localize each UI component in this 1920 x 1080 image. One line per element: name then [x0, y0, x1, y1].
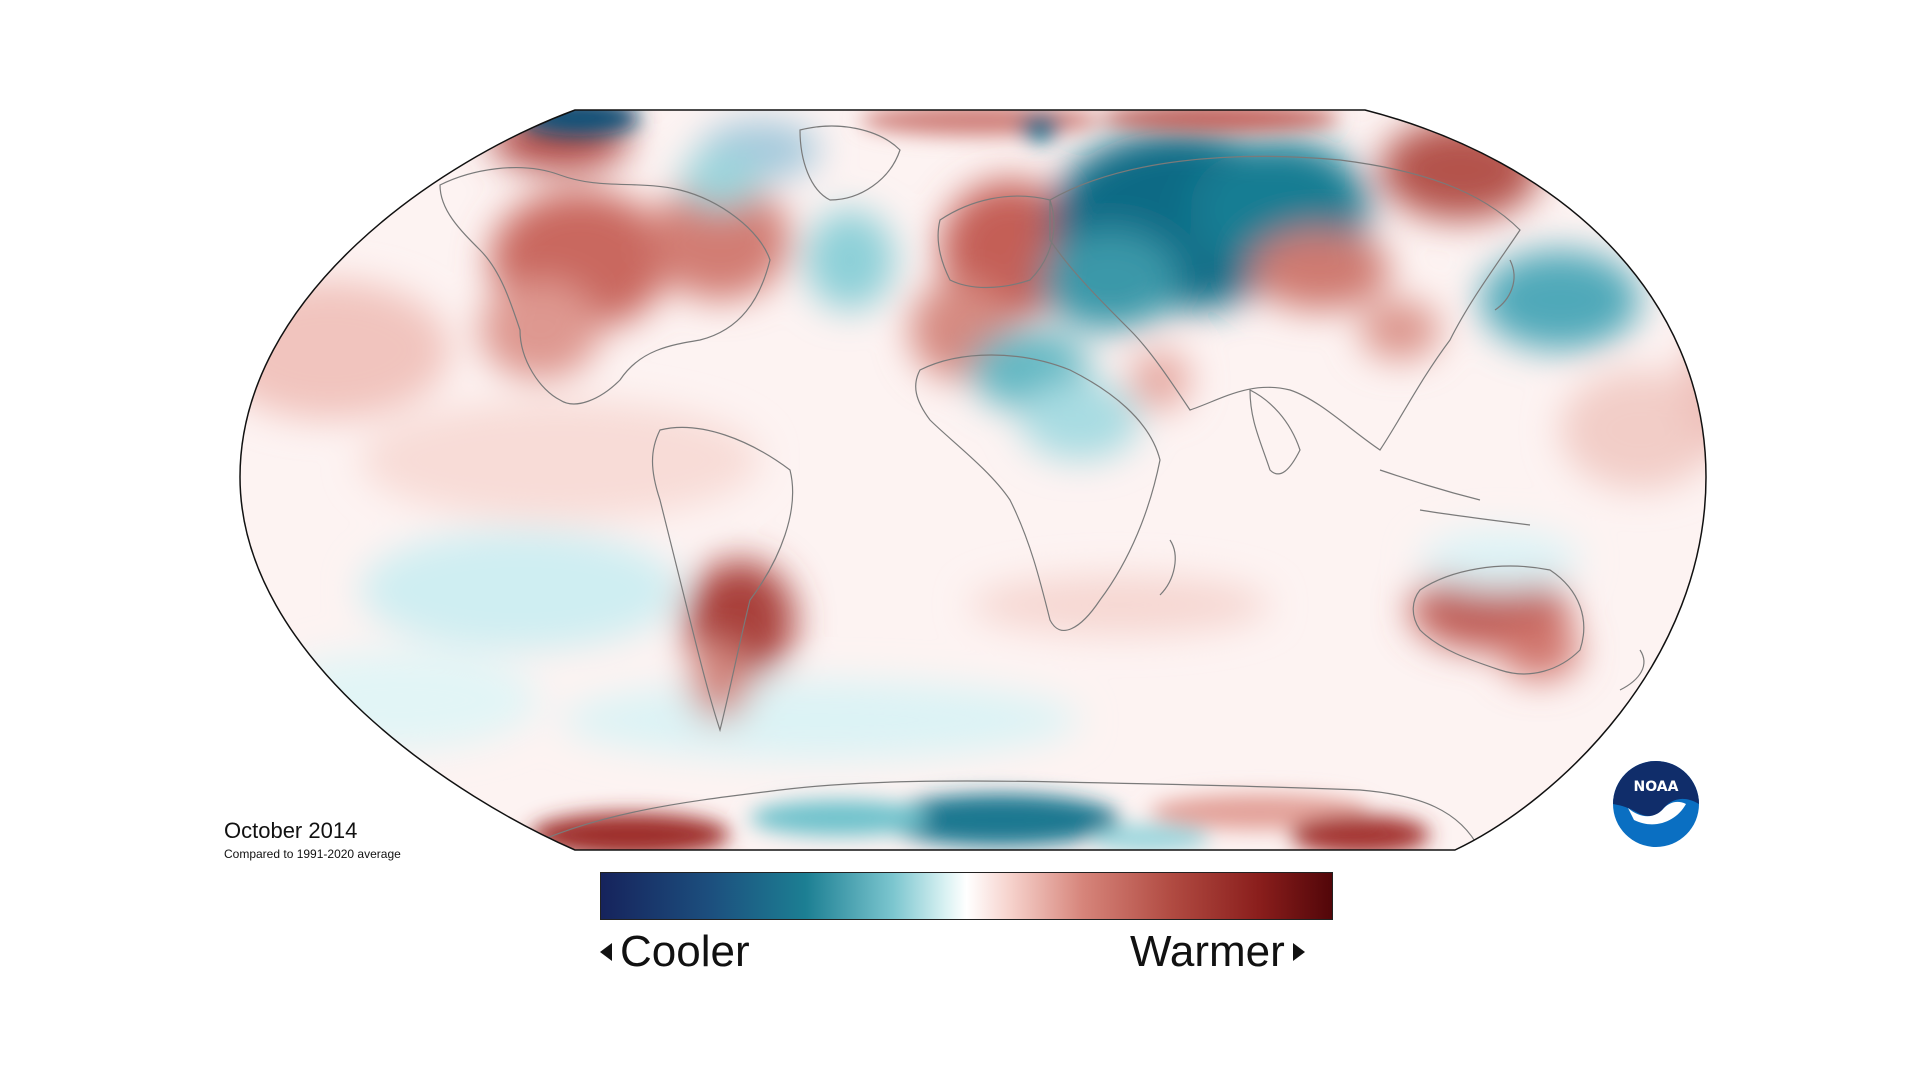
noaa-logo-text: NOAA — [1634, 779, 1679, 795]
polar-bands — [520, 110, 1430, 850]
map-title: October 2014 — [224, 818, 358, 843]
left-arrow-icon — [600, 943, 612, 961]
map-title-block: October 2014 Compared to 1991-2020 avera… — [224, 818, 401, 862]
noaa-logo: NOAA — [1613, 761, 1699, 847]
warmer-label: Warmer — [1130, 925, 1305, 979]
map-subtitle: Compared to 1991-2020 average — [224, 847, 401, 861]
cooler-label: Cooler — [600, 925, 750, 979]
coastlines — [439, 125, 1645, 850]
anomaly-field — [240, 110, 1706, 850]
right-arrow-icon — [1292, 943, 1305, 961]
color-scale-bar — [600, 872, 1333, 920]
cooler-text: Cooler — [620, 927, 750, 976]
map-outline — [239, 109, 1707, 851]
warmer-text: Warmer — [1130, 927, 1285, 976]
anomaly-blobs — [240, 110, 1706, 760]
